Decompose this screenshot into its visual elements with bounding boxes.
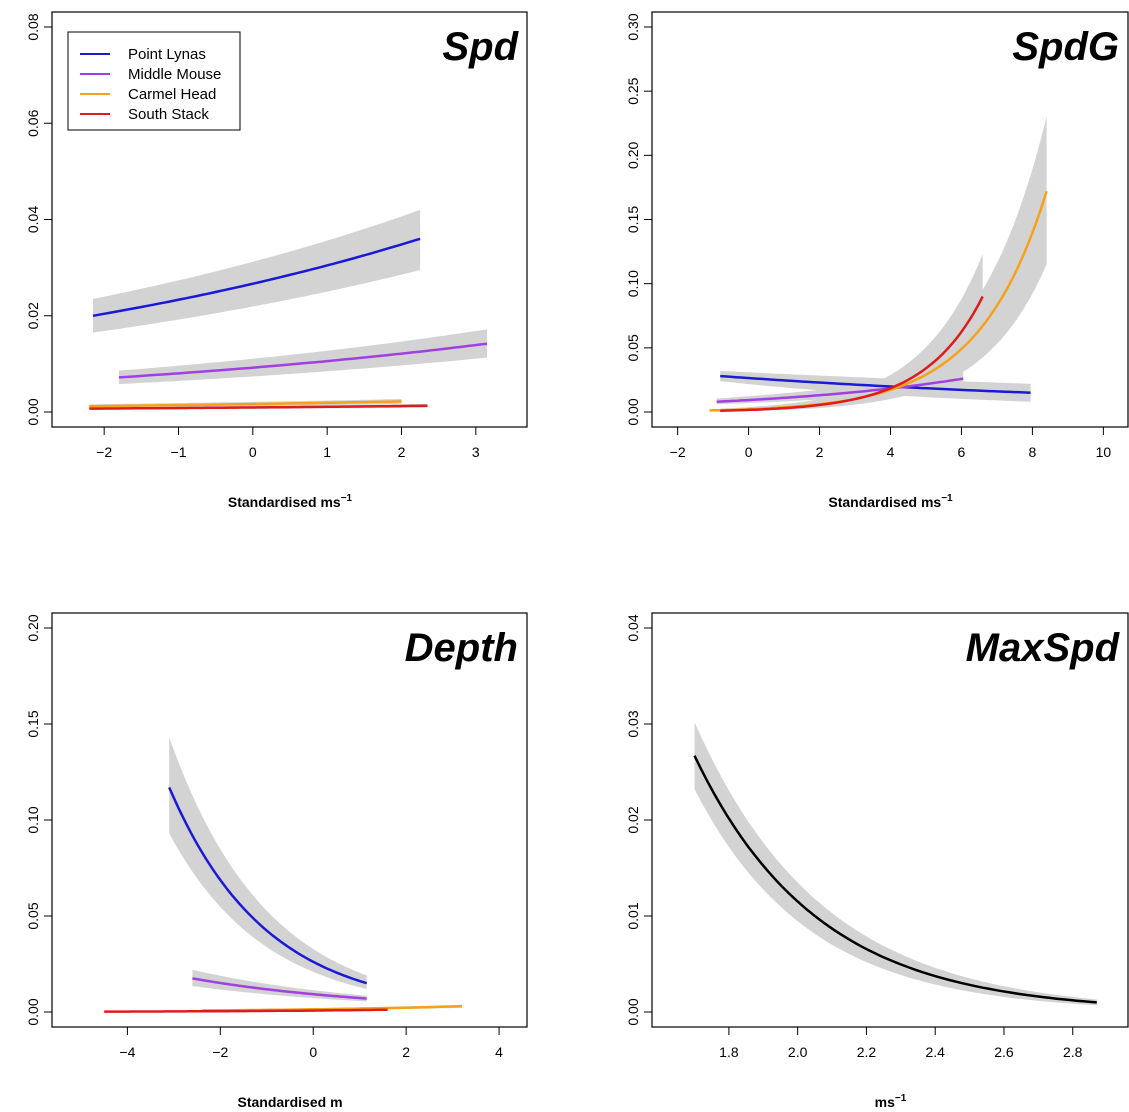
y-tick-label: 0.01 <box>625 902 641 929</box>
confidence-band <box>716 367 964 405</box>
confidence-band <box>169 737 367 989</box>
confidence-band <box>709 116 1047 412</box>
plot-frame <box>651 11 1129 428</box>
x-tick-label: 2 <box>398 444 406 460</box>
series-line-middle-mouse <box>192 977 367 1000</box>
chart-panel-depth: −4 −2 0 2 4 0.00 0.05 0.10 0.15 0.20 Standardised … <box>25 612 528 1110</box>
series-line-south-stack <box>104 1008 388 1013</box>
y-tick-label: 0.02 <box>25 302 41 329</box>
fitted-line <box>693 755 1097 1004</box>
y-tick-label: 0.20 <box>625 141 641 168</box>
y-tick-label: 0.00 <box>25 998 41 1025</box>
confidence-band <box>720 254 983 412</box>
x-tick-label: −2 <box>96 444 112 460</box>
y-tick-label: 0.25 <box>625 77 641 104</box>
x-tick-label: 10 <box>1096 444 1112 460</box>
y-tick-label: 0.00 <box>625 998 641 1025</box>
series-line-middle-mouse <box>716 377 964 403</box>
panel-title: Spd <box>442 25 519 69</box>
series-line-point-lynas <box>720 374 1031 395</box>
x-tick-label: 4 <box>495 1044 503 1060</box>
x-axis-label: ms−1 <box>875 1093 907 1110</box>
x-tick-label: 8 <box>1029 444 1037 460</box>
x-tick-label: 2.8 <box>1063 1044 1083 1060</box>
confidence-band <box>119 329 487 385</box>
x-tick-label: 2 <box>816 444 824 460</box>
chart-panel-spd: −2 −1 0 1 2 3 0.00 0.02 0.04 0.06 0.08 Standardised… <box>25 11 528 510</box>
y-tick-label: 0.15 <box>25 710 41 737</box>
panel-title: MaxSpd <box>966 626 1121 670</box>
y-tick-label: 0.30 <box>625 13 641 40</box>
y-tick-label: 0.04 <box>25 206 41 233</box>
chart-panel-maxspd: 1.8 2.0 2.2 2.4 2.6 2.8 0.00 0.01 0.02 0.03 0.04 ms… <box>625 612 1129 1110</box>
x-axis-label: Standardised ms−1 <box>828 493 953 510</box>
y-tick-label: 0.04 <box>625 614 641 641</box>
x-tick-label: 2.2 <box>857 1044 877 1060</box>
series-line-point-lynas <box>168 786 368 985</box>
y-tick-label: 0.03 <box>625 710 641 737</box>
x-axis-label: Standardised ms−1 <box>228 493 353 510</box>
panel-title: SpdG <box>1012 25 1119 69</box>
y-tick-label: 0.08 <box>25 13 41 40</box>
legend: Point Lynas Middle Mouse Carmel Head South … <box>67 31 241 131</box>
legend-label: Carmel Head <box>128 86 216 103</box>
legend-label: South Stack <box>128 106 209 123</box>
x-tick-label: −2 <box>212 1044 228 1060</box>
y-tick-label: 0.06 <box>25 109 41 136</box>
x-tick-label: 2 <box>402 1044 410 1060</box>
y-tick-label: 0.05 <box>25 902 41 929</box>
x-tick-label: −4 <box>119 1044 135 1060</box>
y-tick-label: 0.20 <box>25 614 41 641</box>
chart-panel-spdg: −2 0 2 4 6 8 10 0.00 0.05 0.10 0.15 0.20 0.25 0.30 Sta… <box>625 11 1129 510</box>
x-tick-label: 0 <box>249 444 257 460</box>
legend-label: Middle Mouse <box>128 66 221 83</box>
confidence-band <box>192 969 367 1002</box>
x-tick-label: 2.0 <box>788 1044 808 1060</box>
x-tick-label: −2 <box>670 444 686 460</box>
y-tick-label: 0.05 <box>625 334 641 361</box>
x-tick-label: 6 <box>958 444 966 460</box>
legend-label: Point Lynas <box>128 46 206 63</box>
y-tick-label: 0.02 <box>625 806 641 833</box>
series-line-middle-mouse <box>118 342 488 379</box>
x-tick-label: 1.8 <box>719 1044 739 1060</box>
series-line-point-lynas <box>92 237 421 318</box>
x-tick-label: 3 <box>472 444 480 460</box>
y-tick-label: 0.15 <box>625 206 641 233</box>
y-tick-label: 0.00 <box>625 398 641 425</box>
x-tick-label: 1 <box>323 444 331 460</box>
x-tick-label: 0 <box>309 1044 317 1060</box>
x-tick-label: 2.6 <box>994 1044 1014 1060</box>
confidence-band <box>694 722 1097 1006</box>
series-line-south-stack <box>720 295 984 412</box>
plot-frame <box>51 612 528 1028</box>
x-tick-label: 0 <box>745 444 753 460</box>
series-line-south-stack <box>89 404 428 410</box>
y-tick-label: 0.00 <box>25 398 41 425</box>
x-tick-label: 2.4 <box>925 1044 945 1060</box>
x-tick-label: 4 <box>887 444 895 460</box>
series-line-carmel-head <box>89 400 402 408</box>
x-tick-label: −1 <box>171 444 187 460</box>
y-tick-label: 0.10 <box>625 270 641 297</box>
y-tick-label: 0.10 <box>25 806 41 833</box>
x-axis-label: Standardised m <box>237 1094 342 1110</box>
confidence-band <box>93 209 421 333</box>
panel-title: Depth <box>405 626 518 670</box>
